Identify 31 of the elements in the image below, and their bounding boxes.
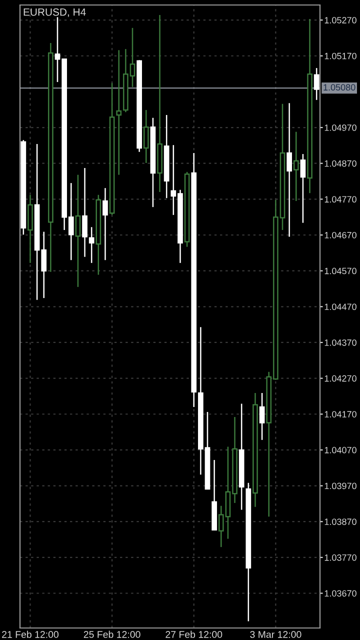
candlestick (300, 153, 306, 224)
x-tick-label: 3 Mar 12:00 (250, 631, 302, 638)
chart-title: EURUSD, H4 (24, 8, 86, 17)
y-tick-label: 1.04870 (324, 160, 356, 167)
candlestick (314, 67, 320, 101)
x-tick-label: 25 Feb 12:00 (84, 630, 140, 638)
y-tick-label: 1.04770 (324, 196, 356, 203)
y-tick-label: 1.04070 (324, 446, 356, 454)
candlestick (75, 174, 81, 288)
y-tick-label: 1.05270 (324, 17, 356, 24)
y-tick-label: 1.05170 (324, 52, 356, 60)
y-tick-label: 1.03970 (324, 482, 356, 490)
x-tick-label: 21 Feb 12:00 (2, 630, 58, 638)
x-tick-label: 27 Feb 12:00 (166, 630, 222, 638)
y-tick-label: 1.04570 (324, 268, 356, 274)
candlestick (259, 392, 265, 441)
y-tick-label: 1.04470 (324, 304, 356, 310)
y-tick-label: 1.03870 (324, 518, 356, 525)
candlestick (293, 131, 299, 202)
ref-line-label: 1.05080 (324, 84, 356, 91)
y-tick-label: 1.04670 (324, 232, 356, 238)
y-tick-label: 1.03670 (324, 590, 356, 597)
y-tick-label: 1.04270 (324, 375, 356, 382)
y-tick-label: 1.04370 (324, 339, 356, 346)
y-tick-label: 1.04970 (324, 124, 356, 131)
candlestick (116, 50, 122, 176)
candlestick (143, 109, 149, 164)
candlestick (102, 187, 108, 261)
y-tick-label: 1.03770 (324, 554, 356, 561)
candlestick (286, 102, 292, 238)
y-tick-label: 1.04170 (324, 411, 356, 418)
